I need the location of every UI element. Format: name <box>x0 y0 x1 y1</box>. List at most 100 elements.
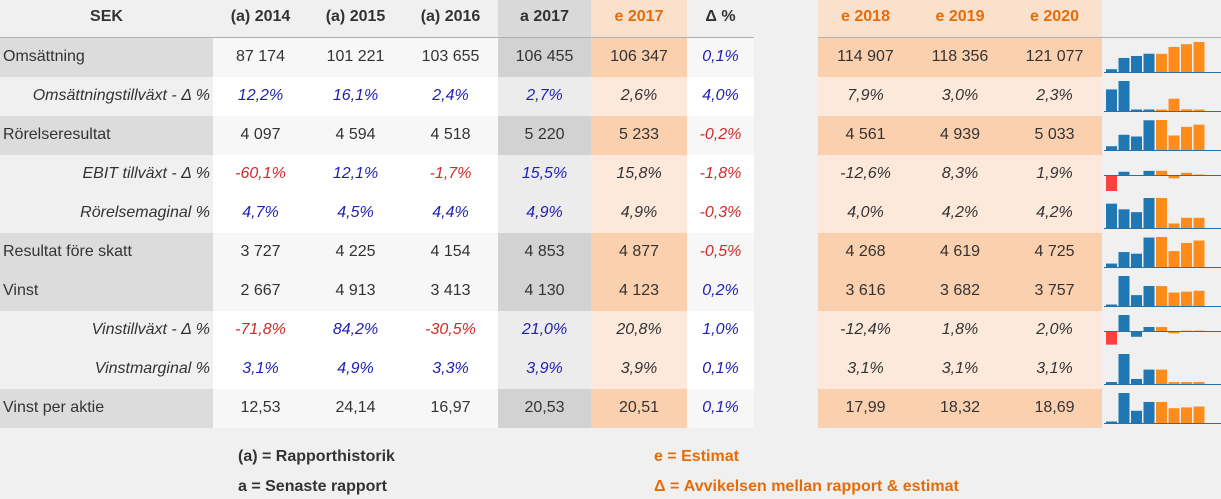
history-band <box>213 311 498 350</box>
spark-bar <box>1131 378 1142 384</box>
forecast-band <box>818 350 1102 389</box>
delta-band <box>687 272 754 311</box>
cell-delta: -1,8% <box>699 165 742 182</box>
spark-bar <box>1106 304 1117 306</box>
estimate-band <box>591 389 687 428</box>
forecast-band <box>818 311 1102 350</box>
estimate-band <box>591 155 687 194</box>
header-estimates-group <box>818 0 1102 38</box>
cell-delta: 0,1% <box>702 399 739 416</box>
cell-delta: 0,2% <box>702 282 739 299</box>
delta-band <box>687 311 754 350</box>
spark-bar <box>1131 109 1142 111</box>
spark-bar <box>1118 393 1130 423</box>
spark-bar <box>1156 369 1167 384</box>
cell-2017-estimate: 4,9% <box>620 204 658 221</box>
cell-2014: 3 727 <box>240 243 281 260</box>
cell-2019: 1,8% <box>941 321 979 338</box>
forecast-band <box>818 77 1102 116</box>
estimate-band <box>591 38 687 77</box>
spark-bar <box>1156 53 1167 72</box>
cell-delta: -0,3% <box>699 204 742 221</box>
cell-2014: -71,8% <box>235 321 286 338</box>
history-band <box>213 389 498 428</box>
latest-band <box>498 155 591 194</box>
spark-bar <box>1106 175 1117 191</box>
estimate-band <box>591 350 687 389</box>
spark-bar <box>1168 331 1180 334</box>
row-label: Omsättning <box>3 48 85 65</box>
cell-2017-estimate: 106 347 <box>610 48 668 65</box>
sparkline <box>1104 198 1221 229</box>
history-band <box>213 77 498 116</box>
cell-2016: 4,4% <box>432 204 469 221</box>
spark-bar <box>1168 175 1180 179</box>
spark-bar <box>1181 382 1192 384</box>
forecast-band <box>818 155 1102 194</box>
spark-bar <box>1168 382 1180 384</box>
spark-bar <box>1193 217 1205 228</box>
spark-bar <box>1168 98 1180 111</box>
spark-bar <box>1193 42 1205 72</box>
delta-band <box>687 194 754 233</box>
spark-bar <box>1106 421 1117 423</box>
spark-bar <box>1131 55 1142 72</box>
delta-band <box>687 350 754 389</box>
forecast-band <box>818 38 1102 77</box>
cell-2019: 4 939 <box>939 126 981 143</box>
sparkline <box>1104 120 1221 151</box>
spark-bar <box>1181 242 1192 267</box>
legend-estimate: e = Estimat <box>654 448 739 465</box>
cell-2018: 4 561 <box>845 126 886 143</box>
cell-2020: 2,3% <box>1036 87 1073 104</box>
cell-2017-actual: 4,9% <box>526 204 563 221</box>
cell-2020: 1,9% <box>1036 165 1073 182</box>
spark-bar <box>1131 295 1142 306</box>
cell-2017-estimate: 4 877 <box>618 243 660 260</box>
header-2020: e 2020 <box>1030 8 1079 25</box>
delta-band <box>687 389 754 428</box>
label-band <box>0 38 213 77</box>
spark-bar <box>1156 198 1167 228</box>
cell-2018: 4,0% <box>847 204 884 221</box>
latest-band <box>498 116 591 155</box>
history-band <box>213 38 498 77</box>
spark-bar <box>1106 89 1117 111</box>
cell-2016: 4 518 <box>430 126 471 143</box>
cell-2016: 2,4% <box>432 87 469 104</box>
cell-2015: 4 225 <box>335 243 376 260</box>
spark-bar <box>1143 327 1155 331</box>
spark-bar <box>1181 217 1192 228</box>
header-2015: (a) 2015 <box>325 8 386 25</box>
cell-2016: 103 655 <box>421 48 480 65</box>
spark-bar <box>1131 331 1142 337</box>
cell-2017-actual: 21,0% <box>521 321 568 338</box>
spark-bar <box>1131 136 1142 150</box>
cell-2018: -12,4% <box>840 321 891 338</box>
spark-bar <box>1193 290 1205 306</box>
sparkline <box>1104 81 1221 112</box>
cell-2019: 4,2% <box>941 204 979 221</box>
spark-bar <box>1156 401 1167 423</box>
spark-bar <box>1156 109 1167 111</box>
cell-2016: 3,3% <box>432 360 469 377</box>
delta-band <box>687 116 754 155</box>
sparkline <box>1104 42 1221 73</box>
delta-band <box>687 77 754 116</box>
label-band <box>0 194 213 233</box>
header-2017-actual: a 2017 <box>498 0 591 38</box>
cell-2015: 12,1% <box>332 165 379 182</box>
spark-bar <box>1143 53 1155 72</box>
forecast-band <box>818 233 1102 272</box>
spark-bar <box>1193 174 1205 175</box>
estimate-band <box>591 116 687 155</box>
sparkline <box>1104 393 1221 424</box>
cell-2016: 16,97 <box>430 399 471 416</box>
spark-bar <box>1106 263 1117 267</box>
header-2014: (a) 2014 <box>230 8 291 25</box>
cell-2017-estimate: 15,8% <box>616 165 662 182</box>
spark-bar <box>1168 292 1180 306</box>
history-band <box>213 233 498 272</box>
spark-bar <box>1156 237 1167 267</box>
header-2016: (a) 2016 <box>420 8 481 25</box>
